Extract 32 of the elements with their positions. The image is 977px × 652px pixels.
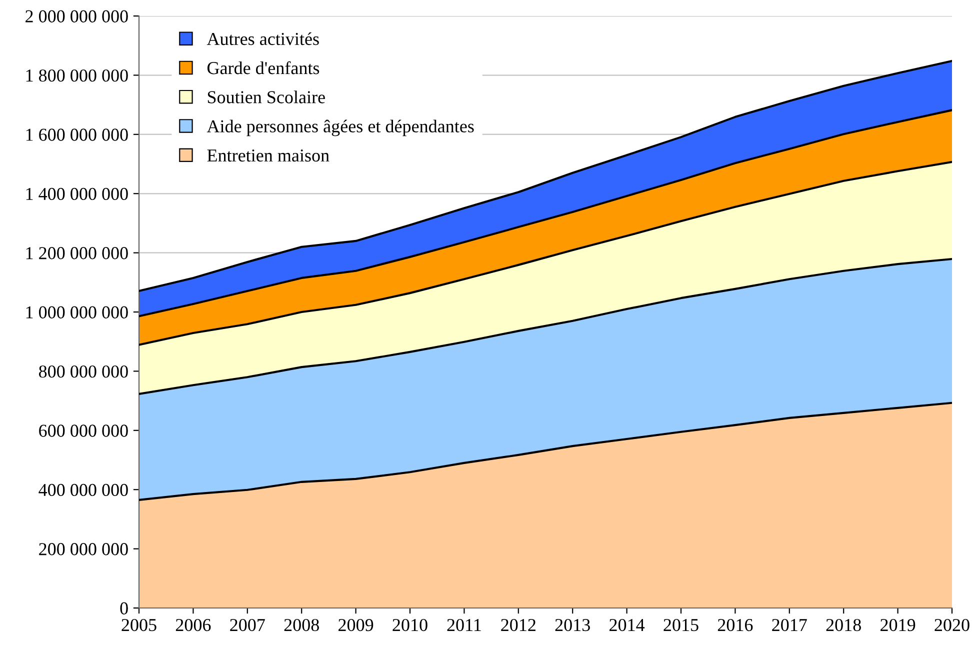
y-tick-label: 400 000 000 — [38, 484, 128, 496]
legend-label: Autres activités — [206, 32, 319, 46]
legend-label: Aide personnes âgées et dépendantes — [206, 120, 474, 136]
y-tick-label: 1 400 000 000 — [26, 188, 128, 200]
y-tick-label: 800 000 000 — [38, 365, 128, 378]
legend-label: Garde d'enfants — [207, 61, 320, 74]
y-tick-label: 600 000 000 — [39, 424, 128, 437]
x-tick-label: 2017 — [772, 618, 807, 632]
y-tick-label: 1 600 000 000 — [26, 128, 128, 141]
y-tick-label: 0 — [120, 602, 128, 614]
x-tick-label: 2018 — [826, 618, 861, 632]
x-tick-label: 2008 — [284, 618, 319, 632]
x-tick-label: 2016 — [718, 618, 753, 632]
y-tick-label: 2 000 000 000 — [26, 10, 128, 22]
x-tick-label: 2006 — [176, 618, 211, 632]
x-tick-label: 2020 — [934, 618, 970, 632]
x-tick-label: 2019 — [880, 618, 916, 632]
y-tick-label: 1 200 000 000 — [26, 247, 128, 260]
x-tick-label: 2009 — [338, 618, 374, 632]
y-tick-label: 1 000 000 000 — [26, 306, 128, 318]
x-tick-label: 2012 — [501, 618, 536, 632]
y-tick-label: 200 000 000 — [39, 543, 128, 556]
legend-label: Soutien Scolaire — [208, 90, 325, 104]
y-tick-label: 1 800 000 000 — [26, 69, 128, 82]
x-tick-label: 2013 — [555, 618, 590, 632]
x-tick-label: 2005 — [122, 618, 156, 632]
x-tick-label: 2007 — [230, 618, 265, 632]
legend-label: Entretien maison — [207, 149, 330, 162]
x-tick-label: 2014 — [610, 618, 645, 632]
x-tick-label: 2010 — [392, 618, 428, 632]
x-tick-label: 2011 — [447, 618, 481, 632]
x-tick-label: 2015 — [664, 618, 698, 632]
